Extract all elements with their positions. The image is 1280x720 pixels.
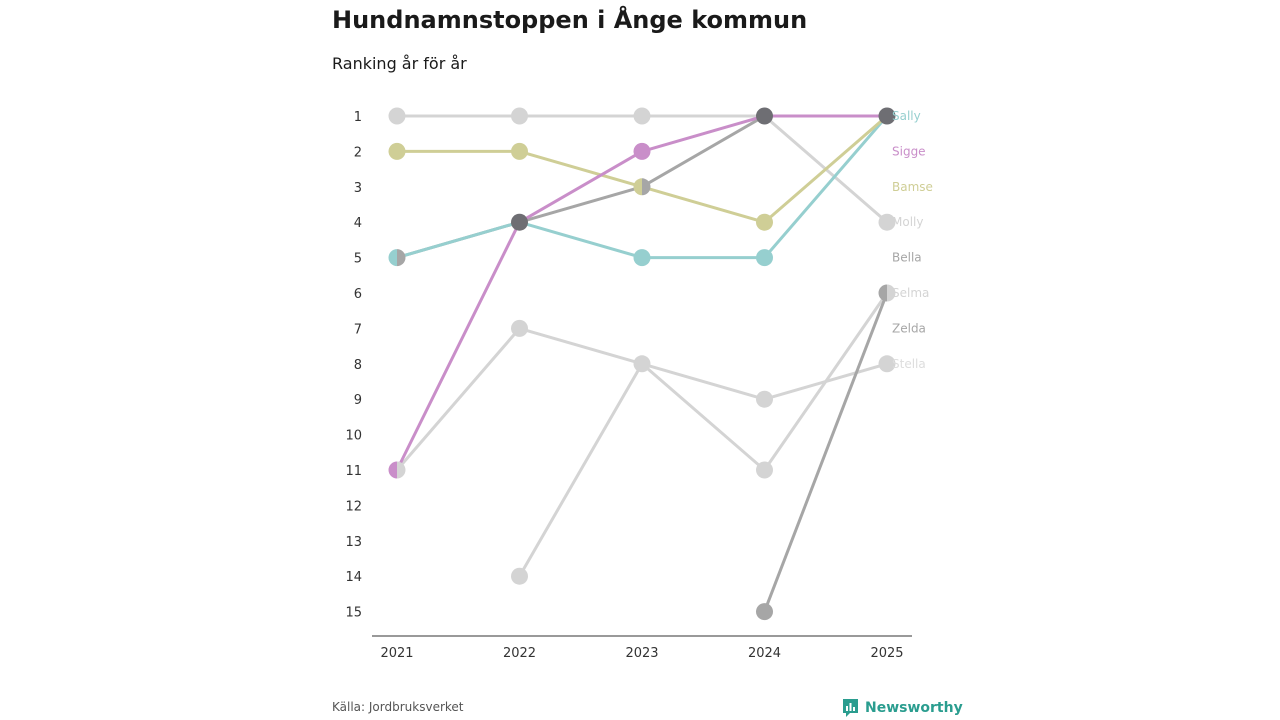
- point-bella: [642, 178, 651, 196]
- series-line-selma: [518, 292, 889, 577]
- point-shared: [756, 107, 773, 125]
- series-line-bamse: [397, 114, 888, 224]
- y-tick-label: 5: [354, 252, 362, 267]
- series-label-bella: Bella: [892, 251, 922, 265]
- y-tick-label: 13: [345, 535, 362, 550]
- series-line-molly: [397, 114, 888, 224]
- point-sigge: [633, 142, 651, 160]
- point-sigge: [388, 461, 397, 479]
- y-tick-label: 1: [354, 110, 362, 125]
- series-line-zelda: [763, 292, 889, 613]
- chart-title: Hundnamnstoppen i Ånge kommun: [332, 6, 808, 34]
- point-bamse: [633, 178, 642, 196]
- series-label-sigge: Sigge: [892, 144, 926, 158]
- point-stella: [397, 461, 406, 479]
- y-tick-label: 10: [345, 429, 362, 444]
- series-label-stella: Stella: [892, 357, 926, 371]
- point-molly: [388, 107, 406, 125]
- point-stella: [878, 355, 896, 373]
- point-molly: [511, 107, 528, 125]
- point-zelda: [878, 284, 887, 302]
- series-label-selma: Selma: [892, 286, 929, 300]
- series-label-sally: Sally: [892, 109, 921, 123]
- series-labels: Sally Sigge Bamse Molly Bella Selma Zelda Stell…: [892, 109, 933, 371]
- chart-subtitle: Ranking år för år: [332, 54, 467, 73]
- point-selma: [511, 567, 528, 585]
- y-tick-label: 11: [345, 464, 362, 479]
- y-tick-label: 15: [345, 606, 362, 621]
- brand-logo: Newsworthy: [842, 698, 963, 718]
- point-bamse: [388, 142, 406, 160]
- series-label-molly: Molly: [892, 215, 923, 229]
- point-stella: [511, 319, 528, 337]
- point-bamse: [511, 142, 528, 160]
- y-tick-label: 14: [345, 570, 362, 585]
- y-tick-label: 9: [354, 393, 362, 408]
- x-tick-label: 2023: [625, 646, 658, 661]
- series-points: [388, 107, 896, 621]
- point-molly: [633, 107, 651, 125]
- point-sally: [388, 249, 397, 267]
- point-shared: [511, 213, 528, 231]
- y-tick-label: 7: [354, 322, 362, 337]
- y-tick-label: 8: [354, 358, 362, 373]
- point-selma: [633, 355, 642, 373]
- point-sally: [633, 249, 651, 267]
- point-bamse: [756, 213, 773, 231]
- point-stella: [642, 355, 651, 373]
- source-note: Källa: Jordbruksverket: [332, 700, 464, 714]
- brand-name: Newsworthy: [865, 700, 963, 716]
- y-tick-label: 6: [354, 287, 362, 302]
- point-sally: [756, 249, 773, 267]
- series-line-sigge: [395, 114, 887, 471]
- x-tick-label: 2024: [748, 646, 781, 661]
- y-tick-label: 3: [354, 181, 362, 196]
- y-tick-label: 2: [354, 145, 362, 160]
- x-tick-label: 2021: [380, 646, 413, 661]
- y-tick-label: 12: [345, 499, 362, 514]
- point-selma: [756, 461, 773, 479]
- x-tick-label: 2022: [503, 646, 536, 661]
- point-shared: [878, 107, 896, 125]
- point-molly: [878, 213, 896, 231]
- point-stella: [756, 390, 773, 408]
- y-tick-label: 4: [354, 216, 362, 231]
- series-label-zelda: Zelda: [892, 321, 926, 335]
- series-label-bamse: Bamse: [892, 180, 933, 194]
- x-tick-label: 2025: [870, 646, 903, 661]
- point-bella: [397, 249, 406, 267]
- x-axis: 2021 2022 2023 2024 2025: [372, 635, 912, 661]
- point-selma: [887, 284, 896, 302]
- newsworthy-logo-icon: [843, 699, 858, 717]
- point-zelda: [756, 603, 773, 621]
